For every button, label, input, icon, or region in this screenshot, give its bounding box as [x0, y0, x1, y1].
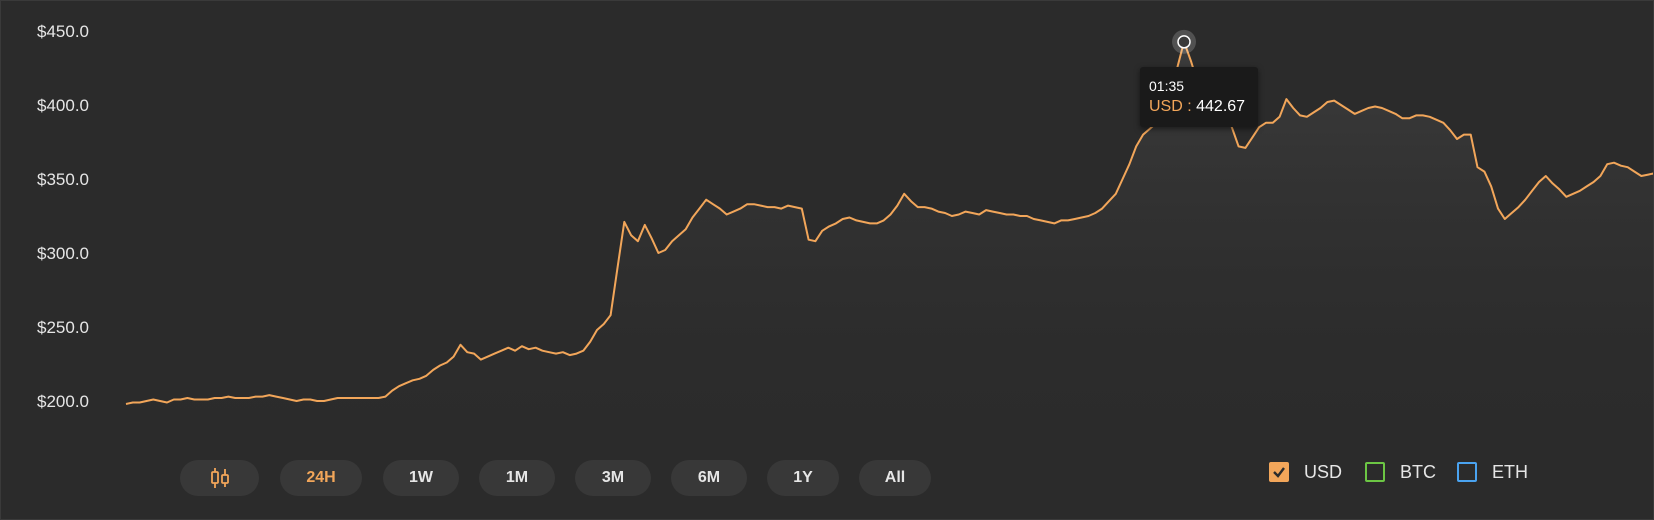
- chart-tooltip: 01:35 USD : 442.67: [1140, 67, 1258, 127]
- checkbox-unchecked-icon[interactable]: [1457, 462, 1477, 482]
- range-all-button[interactable]: All: [859, 460, 931, 496]
- y-tick-label: $200.0: [37, 392, 89, 411]
- checkbox-checked-icon[interactable]: [1269, 462, 1289, 482]
- legend-item-eth[interactable]: ETH: [1457, 460, 1528, 484]
- checkbox-unchecked-icon[interactable]: [1365, 462, 1385, 482]
- checkmark-icon: [1273, 467, 1285, 478]
- legend-item-usd[interactable]: USD: [1269, 460, 1342, 484]
- y-tick-label: $300.0: [37, 244, 89, 263]
- tooltip-value-row: USD : 442.67: [1149, 98, 1245, 116]
- legend-item-btc[interactable]: BTC: [1365, 460, 1436, 484]
- range-3m-button[interactable]: 3M: [575, 460, 651, 496]
- y-axis: $200.0 $250.0 $300.0 $350.0 $400.0 $450.0: [37, 22, 89, 411]
- candlestick-icon: [210, 468, 229, 488]
- series-line-usd[interactable]: [125, 40, 1654, 405]
- tooltip-value: 442.67: [1196, 98, 1246, 115]
- series-area-usd: [126, 41, 1653, 461]
- y-tick-label: $400.0: [37, 96, 89, 115]
- range-1w-button[interactable]: 1W: [383, 460, 459, 496]
- y-tick-label: $350.0: [37, 170, 89, 189]
- candlestick-toggle-button[interactable]: [180, 460, 259, 496]
- hover-point-marker: [1177, 35, 1191, 49]
- range-6m-button[interactable]: 6M: [671, 460, 747, 496]
- tooltip-time: 01:35: [1149, 78, 1185, 94]
- range-1m-button[interactable]: 1M: [479, 460, 555, 496]
- tooltip-series-label: USD: [1149, 98, 1183, 115]
- legend-label-btc: BTC: [1400, 461, 1436, 482]
- y-tick-label: $250.0: [37, 318, 89, 337]
- range-24h-button[interactable]: 24H: [280, 460, 362, 496]
- range-1y-button[interactable]: 1Y: [767, 460, 839, 496]
- legend-label-eth: ETH: [1492, 461, 1528, 482]
- legend-label-usd: USD: [1304, 461, 1343, 482]
- plot-area: [125, 29, 1654, 461]
- y-tick-label: $450.0: [37, 22, 89, 41]
- tooltip-separator: :: [1182, 98, 1197, 115]
